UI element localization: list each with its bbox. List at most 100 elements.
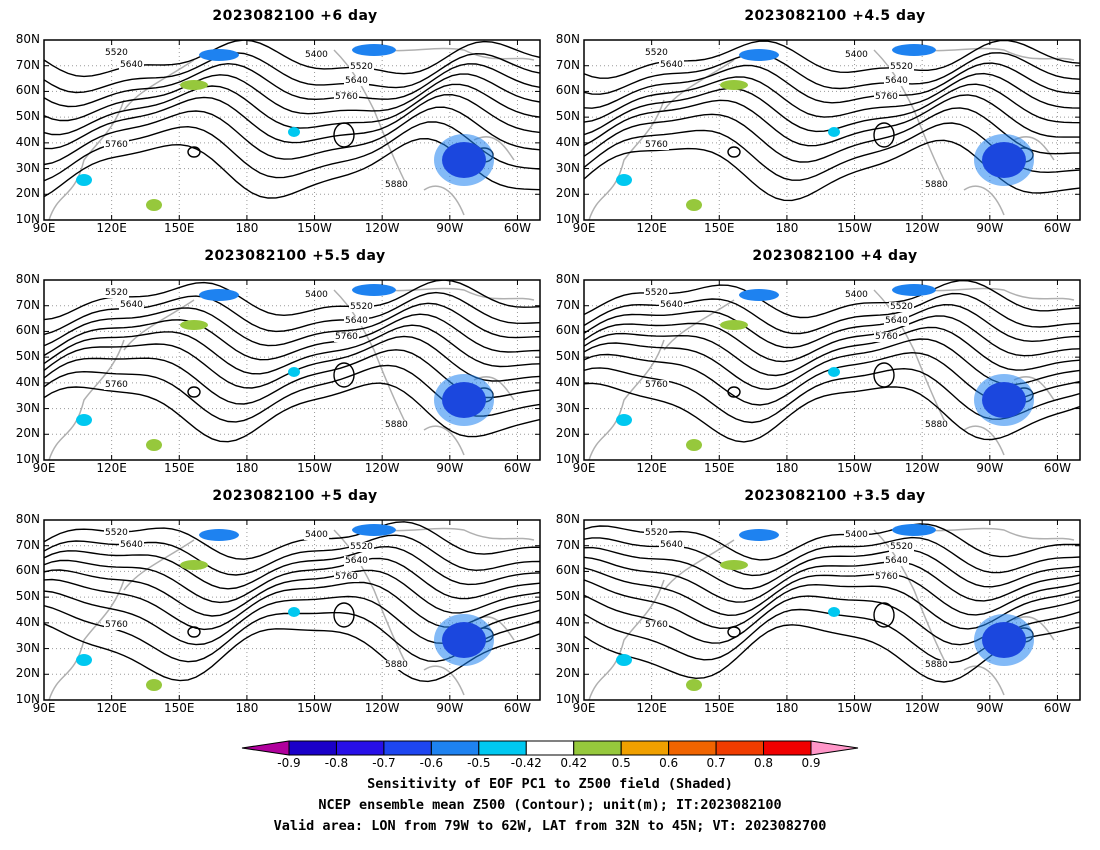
lat-tick-label: 60N: [555, 563, 580, 578]
panel-title: 2023082100 +5 day: [212, 488, 378, 504]
contour-label: 5640: [344, 556, 369, 566]
panel-title: 2023082100 +4.5 day: [744, 8, 926, 24]
lat-tick-label: 70N: [555, 297, 580, 312]
lon-tick-label: 150E: [704, 461, 735, 475]
lat-tick-label: 40N: [15, 134, 40, 149]
lon-tick-label: 180: [235, 461, 259, 475]
lat-tick-label: 80N: [15, 272, 40, 286]
contour-label: 5760: [644, 620, 669, 630]
contour-label: 5640: [119, 60, 144, 70]
lon-tick-label: 120E: [96, 461, 127, 475]
lon-tick-label: 150E: [164, 461, 195, 475]
colorbar-tick-label: 0.42: [560, 756, 588, 770]
lon-tick-label: 120E: [636, 701, 667, 715]
map-panel: [43, 39, 541, 221]
lon-tick-label: 90W: [976, 461, 1004, 475]
lon-tick-label: 180: [235, 701, 259, 715]
lat-tick-label: 10N: [555, 692, 580, 706]
footer-line-2: NCEP ensemble mean Z500 (Contour); unit(…: [318, 797, 782, 813]
contour-label: 5880: [384, 180, 409, 190]
lon-tick-label: 90E: [32, 701, 56, 715]
lon-tick-label: 180: [775, 461, 799, 475]
lat-tick-label: 80N: [555, 272, 580, 286]
lat-tick-label: 10N: [555, 212, 580, 226]
lon-tick-label: 150W: [837, 461, 872, 475]
lon-tick-label: 120W: [364, 221, 400, 235]
contour-label: 5520: [644, 528, 669, 538]
contour-label: 5760: [334, 332, 359, 342]
lon-tick-label: 180: [775, 701, 799, 715]
lon-tick-label: 90W: [436, 701, 464, 715]
lon-tick-label: 150W: [297, 701, 332, 715]
lat-tick-label: 40N: [15, 614, 40, 629]
contour-label: 5520: [104, 288, 129, 298]
lat-tick-label: 50N: [555, 109, 580, 124]
map-panel: [43, 279, 541, 461]
lon-tick-label: 90W: [976, 701, 1004, 715]
lat-tick-label: 30N: [15, 400, 40, 415]
lon-tick-label: 150E: [704, 701, 735, 715]
lat-tick-label: 20N: [15, 666, 40, 681]
colorbar-swatch: [715, 740, 765, 756]
lat-tick-label: 70N: [555, 537, 580, 552]
contour-label: 5520: [644, 288, 669, 298]
lat-tick-label: 50N: [15, 349, 40, 364]
colorbar-swatch: [383, 740, 432, 756]
lat-tick-label: 20N: [15, 186, 40, 201]
lon-tick-label: 150E: [164, 221, 195, 235]
lon-tick-label: 90E: [32, 221, 56, 235]
contour-label: 5760: [644, 140, 669, 150]
contour-label: 5640: [344, 76, 369, 86]
panel-title: 2023082100 +3.5 day: [744, 488, 926, 504]
lon-tick-label: 120E: [96, 701, 127, 715]
contour-label: 5520: [349, 62, 374, 72]
contour-label: 5520: [889, 302, 914, 312]
map-panel: [583, 39, 1081, 221]
lon-tick-label: 60W: [503, 461, 532, 475]
contour-label: 5640: [344, 316, 369, 326]
lon-tick-label: 90W: [436, 221, 464, 235]
lon-tick-label: 150W: [837, 701, 872, 715]
contour-label: 5880: [384, 660, 409, 670]
contour-label: 5520: [889, 542, 914, 552]
contour-label: 5520: [104, 528, 129, 538]
lat-tick-label: 20N: [15, 426, 40, 441]
contour-label: 5640: [884, 316, 909, 326]
contour-label: 5760: [104, 140, 129, 150]
lat-tick-label: 60N: [15, 563, 40, 578]
contour-label: 5520: [349, 302, 374, 312]
footer-line-3: Valid area: LON from 79W to 62W, LAT fro…: [273, 818, 827, 834]
colorbar-tick-label: 0.5: [611, 756, 631, 770]
contour-label: 5400: [304, 50, 329, 60]
contour-label: 5760: [104, 620, 129, 630]
contour-label: 5400: [844, 50, 869, 60]
contour-label: 5520: [889, 62, 914, 72]
lon-tick-label: 120E: [636, 221, 667, 235]
lon-tick-label: 60W: [1043, 701, 1072, 715]
contour-label: 5640: [884, 76, 909, 86]
lon-tick-label: 120W: [904, 221, 940, 235]
lon-tick-label: 150E: [704, 221, 735, 235]
lat-tick-label: 50N: [15, 589, 40, 604]
colorbar-tick-label: -0.5: [467, 756, 491, 770]
lon-tick-label: 90E: [572, 701, 596, 715]
contour-label: 5400: [844, 530, 869, 540]
lat-tick-label: 40N: [555, 134, 580, 149]
lat-tick-label: 10N: [555, 452, 580, 466]
lat-tick-label: 60N: [15, 83, 40, 98]
lat-tick-label: 80N: [15, 512, 40, 526]
contour-label: 5760: [874, 572, 899, 582]
lon-tick-label: 60W: [503, 221, 532, 235]
lon-tick-label: 60W: [1043, 221, 1072, 235]
contour-label: 5880: [924, 420, 949, 430]
colorbar-tick-label: -0.8: [324, 756, 349, 770]
lon-tick-label: 60W: [1043, 461, 1072, 475]
colorbar-tick-label: -0.42: [510, 756, 542, 770]
contour-label: 5760: [874, 92, 899, 102]
lat-tick-label: 30N: [555, 160, 580, 175]
lat-tick-label: 40N: [555, 374, 580, 389]
contour-label: 5640: [659, 300, 684, 310]
colorbar-tick-label: 0.9: [801, 756, 821, 770]
footer-line-1: Sensitivity of EOF PC1 to Z500 field (Sh…: [367, 776, 733, 792]
